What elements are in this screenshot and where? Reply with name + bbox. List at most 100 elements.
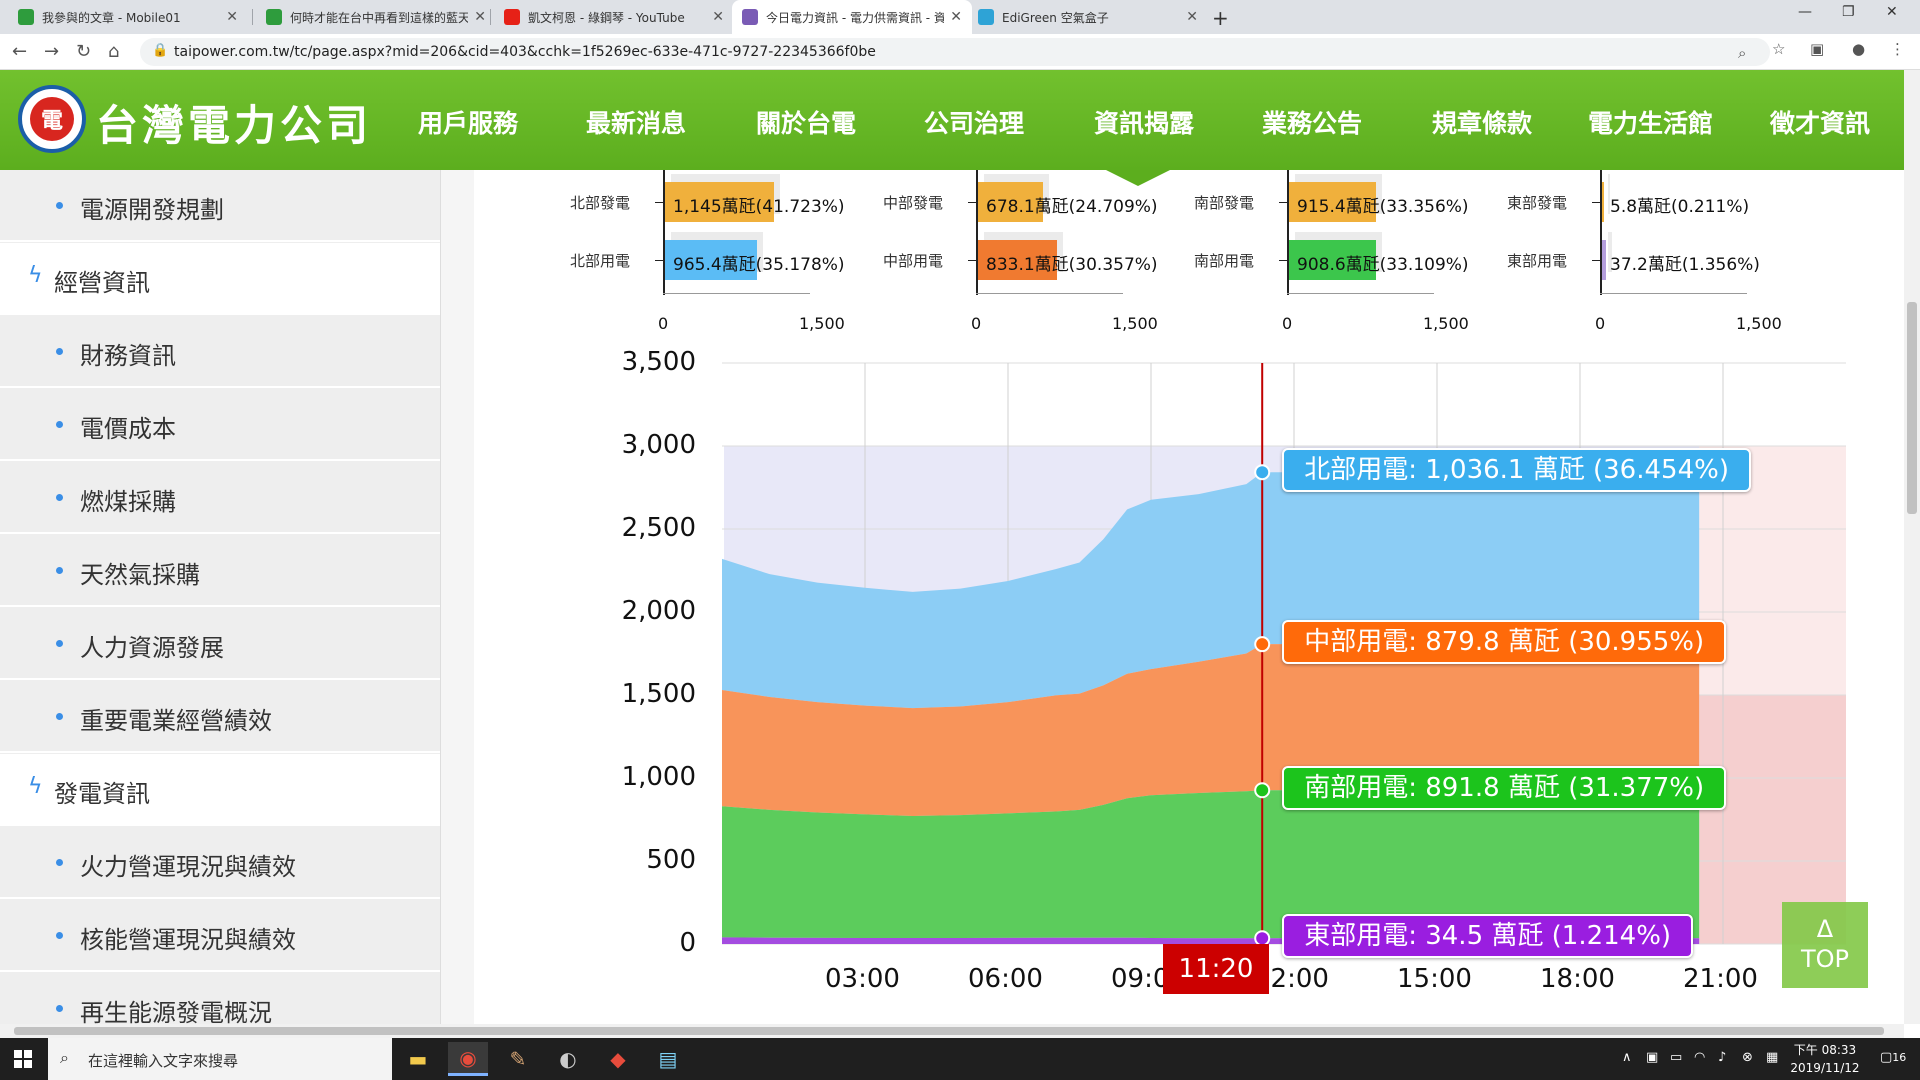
active-nav-caret: [1102, 168, 1174, 186]
series-tooltip: 中部用電: 879.8 萬瓩 (30.955%): [1282, 620, 1727, 665]
sidebar-item[interactable]: 人力資源發展: [0, 608, 440, 680]
sidebar-item[interactable]: 天然氣採購: [0, 535, 440, 607]
tab-close-icon[interactable]: ✕: [474, 9, 486, 25]
file-explorer-icon[interactable]: ▬: [408, 1047, 428, 1071]
region-bar[interactable]: [1289, 182, 1377, 222]
tab-title: 凱文柯恩 - 綠鋼琴 - YouTube: [528, 10, 685, 25]
nav-item[interactable]: 關於台電: [756, 109, 857, 138]
tab-favicon-icon: [978, 9, 994, 25]
tray-chevron-icon[interactable]: ∧: [1622, 1050, 1632, 1065]
zoom-icon[interactable]: ⌕: [1738, 44, 1747, 62]
sidebar-section[interactable]: ϟ 發電資訊: [0, 754, 440, 826]
load-area-series[interactable]: [722, 472, 1700, 709]
app-icon-3[interactable]: ◆: [610, 1047, 626, 1071]
browser-tab[interactable]: 我參與的文章 - Mobile01 ✕: [8, 0, 248, 34]
site-header: 電 台灣電力公司 用戶服務 最新消息 關於台電 公司治理 資訊揭露 業務公告 規章條款 電力生…: [0, 70, 1920, 170]
nav-item[interactable]: 規章條款: [1432, 109, 1533, 138]
nav-item[interactable]: 徵才資訊: [1770, 109, 1871, 138]
region-bar[interactable]: [978, 182, 1043, 222]
tab-close-icon[interactable]: ✕: [950, 9, 962, 25]
profile-icon[interactable]: ●: [1852, 40, 1866, 58]
taskbar-search[interactable]: ⌕ 在這裡輸入文字來搜尋: [48, 1038, 392, 1080]
restore-icon[interactable]: ❐: [1842, 4, 1855, 20]
region-bar[interactable]: [1289, 240, 1376, 280]
taskbar-search-placeholder[interactable]: 在這裡輸入文字來搜尋: [88, 1052, 239, 1070]
nav-item[interactable]: 用戶服務: [418, 109, 519, 138]
app-icon-2[interactable]: ◐: [559, 1047, 577, 1071]
nav-item[interactable]: 公司治理: [924, 109, 1025, 138]
clock-time: 下午 08:33: [1793, 1043, 1857, 1057]
browser-tab[interactable]: 今日電力資訊 - 電力供需資訊 - 資 ✕: [732, 0, 972, 34]
bookmark-star-icon[interactable]: ☆: [1772, 40, 1786, 58]
forward-icon[interactable]: →: [44, 41, 60, 62]
back-icon[interactable]: ←: [12, 41, 28, 62]
sidebar-item[interactable]: 重要電業經營績效: [0, 681, 440, 753]
bar-tick: [655, 202, 663, 203]
reload-icon[interactable]: ↻: [76, 41, 92, 62]
bar-axis-tick-label: 0: [658, 314, 669, 333]
windows-start-icon[interactable]: [14, 1050, 32, 1068]
sidebar-item[interactable]: 燃煤採購: [0, 462, 440, 534]
taskbar-clock[interactable]: 下午 08:33 2019/11/12: [1790, 1041, 1860, 1077]
sidebar-section[interactable]: ϟ 經營資訊: [0, 243, 440, 315]
browser-tab[interactable]: 凱文柯恩 - 綠鋼琴 - YouTube ✕: [494, 0, 734, 34]
app-icon-1[interactable]: ✎: [509, 1047, 527, 1071]
wifi-icon[interactable]: ◠: [1694, 1050, 1706, 1065]
chrome-icon[interactable]: ◉: [448, 1042, 488, 1076]
home-icon[interactable]: ⌂: [108, 41, 120, 62]
nav-item[interactable]: 電力生活館: [1588, 109, 1714, 138]
series-marker[interactable]: [1254, 464, 1271, 481]
vertical-scrollbar[interactable]: [1904, 70, 1920, 1024]
region-bar[interactable]: [665, 240, 758, 280]
browser-tab[interactable]: 何時才能在台中再看到這樣的藍天 ✕: [256, 0, 496, 34]
battery-icon[interactable]: ▭: [1670, 1050, 1683, 1065]
notification-icon[interactable]: ▢16: [1880, 1050, 1907, 1065]
tab-close-icon[interactable]: ✕: [712, 9, 724, 25]
series-marker[interactable]: [1254, 782, 1271, 799]
logo-text[interactable]: 台灣電力公司: [96, 101, 373, 150]
tray-app-icon[interactable]: ▣: [1646, 1050, 1659, 1065]
browser-tab[interactable]: EdiGreen 空氣盒子 ✕: [968, 0, 1208, 34]
sidebar-item[interactable]: 電源開發規劃: [0, 170, 440, 242]
region-bar[interactable]: [1602, 240, 1606, 280]
sidebar-item[interactable]: 火力營運現況與績效: [0, 827, 440, 899]
sidebar-item-label: 火力營運現況與績效: [80, 853, 296, 881]
address-bar[interactable]: 🔒 taipower.com.tw/tc/page.aspx?mid=206&c…: [140, 38, 1770, 66]
volume-icon[interactable]: ♪: [1718, 1050, 1727, 1065]
bar-value-label: 908.6萬瓩(33.109%): [1297, 255, 1469, 275]
sidebar-item[interactable]: 財務資訊: [0, 316, 440, 388]
keyboard-icon[interactable]: ▦: [1766, 1050, 1779, 1065]
menu-icon[interactable]: ⋮: [1890, 40, 1905, 58]
nav-item[interactable]: 最新消息: [586, 109, 687, 138]
series-marker[interactable]: [1254, 636, 1271, 653]
url-text[interactable]: taipower.com.tw/tc/page.aspx?mid=206&cid…: [174, 44, 876, 60]
nav-item[interactable]: 業務公告: [1262, 109, 1363, 138]
taipower-logo-icon[interactable]: 電: [18, 85, 86, 153]
scroll-thumb[interactable]: [1907, 302, 1917, 514]
minimize-icon[interactable]: —: [1798, 4, 1812, 20]
back-to-top-button[interactable]: Δ TOP: [1782, 902, 1868, 988]
bullet-icon: [56, 567, 63, 574]
bar-value-label: 1,145萬瓩(41.723%): [673, 197, 845, 217]
current-time-badge: 11:20: [1163, 944, 1269, 994]
sidebar-item[interactable]: 核能營運現況與績效: [0, 900, 440, 972]
tab-close-icon[interactable]: ✕: [1186, 9, 1198, 25]
app-icon-4[interactable]: ▤: [658, 1047, 678, 1071]
extension-icon[interactable]: ▣: [1810, 40, 1825, 58]
close-window-icon[interactable]: ✕: [1886, 4, 1898, 20]
tray-status-icon[interactable]: ⊗: [1742, 1050, 1753, 1065]
load-area-series[interactable]: [722, 790, 1700, 939]
sidebar-item[interactable]: 電價成本: [0, 389, 440, 461]
region-bar[interactable]: [1602, 182, 1604, 222]
hscroll-thumb[interactable]: [14, 1027, 1884, 1035]
nav-item[interactable]: 資訊揭露: [1094, 109, 1195, 138]
horizontal-scrollbar[interactable]: [0, 1024, 1904, 1038]
sidebar-item-label: 人力資源發展: [80, 634, 224, 662]
tab-close-icon[interactable]: ✕: [226, 9, 238, 25]
new-tab-button[interactable]: +: [1212, 6, 1229, 30]
region-bar[interactable]: [978, 240, 1058, 280]
sidebar-item[interactable]: 再生能源發電概況: [0, 973, 440, 1024]
region-bar[interactable]: [665, 182, 775, 222]
bar-axis-tick-label: 0: [1282, 314, 1293, 333]
browser-toolbar: ← → ↻ ⌂ 🔒 taipower.com.tw/tc/page.aspx?m…: [0, 34, 1920, 70]
